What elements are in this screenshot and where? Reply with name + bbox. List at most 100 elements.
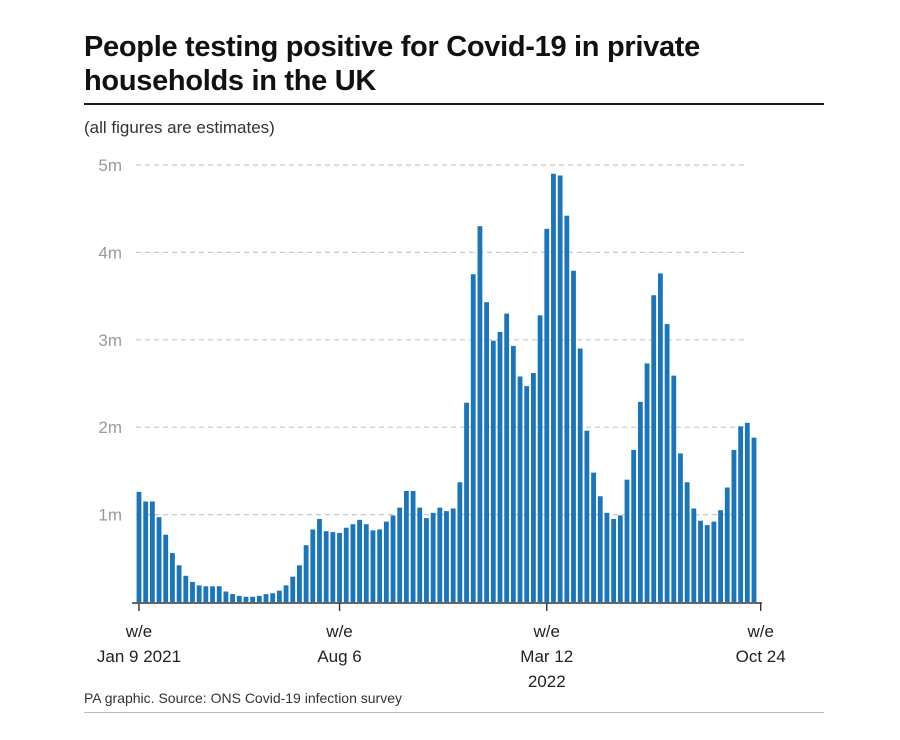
y-tick-labels: 1m 2m 3m 4m 5m xyxy=(98,156,122,525)
y-tick-label: 2m xyxy=(98,418,122,437)
bar xyxy=(711,521,717,602)
y-tick-label: 1m xyxy=(98,506,122,525)
y-tick-label: 4m xyxy=(98,243,122,262)
chart-title: People testing positive for Covid-19 in … xyxy=(84,31,700,97)
bar xyxy=(698,520,703,602)
x-tick-label: w/e xyxy=(533,622,560,641)
bar xyxy=(718,510,723,602)
bar xyxy=(403,491,409,602)
bar xyxy=(510,345,516,602)
bar xyxy=(551,173,556,603)
bar xyxy=(397,507,403,602)
gridlines xyxy=(136,164,748,516)
x-tick-label: 2022 xyxy=(528,672,566,691)
bar xyxy=(591,472,596,602)
x-tick-label-group: w/e Mar 12 2022 xyxy=(520,622,573,691)
x-tick-label-group: w/e Aug 6 xyxy=(317,622,361,666)
bar xyxy=(644,363,650,602)
bar xyxy=(310,529,316,602)
bar xyxy=(156,517,162,602)
bar xyxy=(637,401,643,602)
bar xyxy=(464,402,469,602)
bar xyxy=(243,596,249,602)
bar xyxy=(357,519,362,602)
bar xyxy=(370,530,376,602)
bar xyxy=(537,315,543,602)
bar xyxy=(410,491,416,602)
bar xyxy=(363,524,369,602)
bar xyxy=(256,595,262,602)
bar xyxy=(417,507,423,602)
bar xyxy=(671,375,677,602)
x-tick-label: Oct 24 xyxy=(736,647,786,666)
bar xyxy=(190,581,195,602)
x-axis xyxy=(132,602,762,611)
bar xyxy=(571,270,576,602)
bar xyxy=(283,585,289,602)
bar xyxy=(704,525,710,602)
x-tick-label-group: w/e Oct 24 xyxy=(736,622,786,666)
bar xyxy=(163,534,169,602)
bar xyxy=(611,518,617,602)
bar xyxy=(744,422,750,602)
bars xyxy=(136,173,757,603)
title-rule xyxy=(84,103,824,105)
bar xyxy=(317,518,322,602)
x-tick-label: Aug 6 xyxy=(317,647,361,666)
bar xyxy=(330,532,336,602)
bar xyxy=(270,593,276,602)
bar xyxy=(484,302,490,602)
bar xyxy=(143,501,149,602)
bar xyxy=(230,594,235,602)
bar xyxy=(350,524,356,602)
bar xyxy=(584,430,590,602)
bar xyxy=(323,531,329,602)
bar xyxy=(297,565,302,602)
x-tick-label: Jan 9 2021 xyxy=(97,647,181,666)
bar xyxy=(497,331,503,602)
bar xyxy=(678,453,683,602)
bar xyxy=(450,508,456,602)
bar xyxy=(751,437,757,602)
bar xyxy=(437,507,443,602)
bar xyxy=(504,313,510,602)
bar xyxy=(477,226,483,602)
bar xyxy=(196,585,202,602)
source-note: PA graphic. Source: ONS Covid-19 infecti… xyxy=(84,690,403,706)
y-tick-label: 5m xyxy=(98,156,122,175)
bar xyxy=(597,496,603,602)
bar xyxy=(517,376,523,602)
bar xyxy=(276,590,282,602)
bar xyxy=(290,576,296,602)
bar xyxy=(470,274,476,602)
x-tick-label: w/e xyxy=(746,622,773,641)
bar xyxy=(457,482,463,602)
bar xyxy=(577,348,583,602)
bar xyxy=(724,487,730,602)
bar xyxy=(684,482,690,602)
bar xyxy=(444,511,449,602)
bar xyxy=(210,586,215,602)
bar xyxy=(176,565,182,602)
bar xyxy=(250,596,256,602)
x-tick-label-group: w/e Jan 9 2021 xyxy=(97,622,181,666)
bar xyxy=(424,518,429,602)
bar xyxy=(236,595,242,602)
bar xyxy=(170,553,175,602)
bar xyxy=(216,586,222,602)
bar xyxy=(337,532,342,602)
bar xyxy=(564,215,570,602)
x-tick-label: w/e xyxy=(325,622,352,641)
bar xyxy=(149,501,155,602)
bar xyxy=(617,515,623,602)
bar xyxy=(490,340,496,602)
bar xyxy=(183,575,189,602)
bar xyxy=(343,527,349,602)
bar xyxy=(223,591,229,602)
bar xyxy=(658,273,663,602)
x-tick-label: Mar 12 xyxy=(520,647,573,666)
bar xyxy=(651,295,657,602)
x-tick-label: w/e xyxy=(125,622,152,641)
x-tick-labels: w/e Jan 9 2021 w/e Aug 6 w/e Mar 12 2022 w/e Oct… xyxy=(97,622,786,691)
